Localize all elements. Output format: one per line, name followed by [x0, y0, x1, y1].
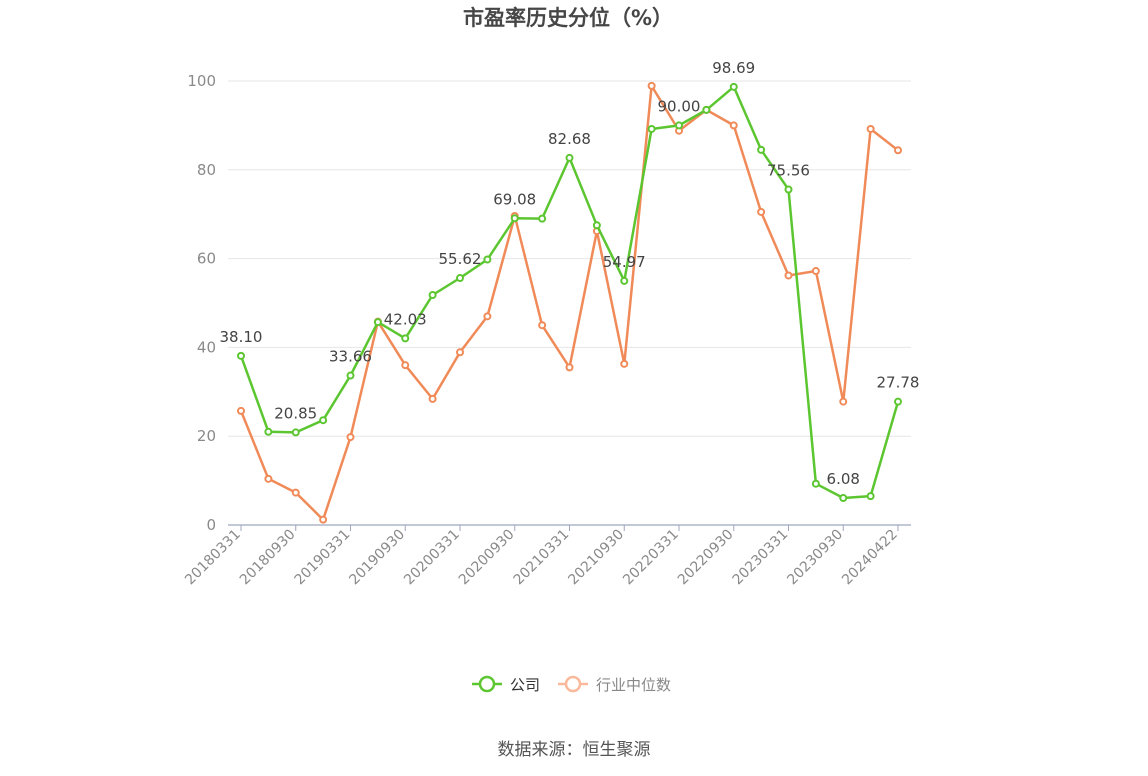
- data-point: [483, 255, 492, 264]
- data-point: [264, 427, 273, 436]
- data-point: [866, 124, 875, 133]
- legend-label: 公司: [510, 676, 540, 694]
- x-tick-label: 20210331: [511, 527, 573, 589]
- data-point: [894, 146, 902, 155]
- data-label: 42.03: [384, 310, 427, 328]
- data-point: [729, 121, 738, 130]
- chart-title: 市盈率历史分位（%）: [463, 6, 673, 30]
- y-tick-label: 0: [206, 516, 216, 534]
- data-point: [483, 312, 492, 321]
- data-label: 55.62: [439, 250, 482, 268]
- data-point: [866, 492, 875, 501]
- data-point: [237, 351, 245, 360]
- data-point: [620, 276, 629, 285]
- data-point: [702, 105, 711, 114]
- data-label: 38.10: [220, 328, 263, 346]
- data-label: 82.68: [548, 130, 591, 148]
- data-point: [565, 363, 574, 372]
- x-tick-label: 20200331: [401, 527, 463, 589]
- data-point: [757, 207, 766, 216]
- series-industry-median: [237, 81, 902, 524]
- x-tick-label: 20210930: [565, 527, 627, 589]
- y-tick-label: 40: [197, 338, 216, 356]
- series-company: [237, 82, 902, 503]
- y-tick-label: 80: [197, 161, 216, 179]
- data-point: [757, 145, 766, 154]
- data-point: [894, 397, 902, 406]
- data-point: [538, 214, 547, 223]
- source-note: 数据来源：恒生聚源: [498, 740, 651, 760]
- data-point: [510, 214, 519, 223]
- data-label: 6.08: [827, 470, 860, 488]
- x-tick-label: 20230331: [730, 527, 792, 589]
- y-tick-label: 20: [197, 427, 216, 445]
- y-axis: 0 20 40 60 80 100: [187, 72, 216, 534]
- x-tick-label: 20230930: [784, 527, 846, 589]
- data-point: [784, 271, 793, 280]
- grid-lines: [228, 80, 911, 437]
- data-label: 98.69: [712, 59, 755, 77]
- x-tick-label: 20190930: [346, 527, 408, 589]
- data-point: [811, 479, 820, 488]
- data-point: [428, 394, 437, 403]
- data-point: [346, 371, 355, 380]
- data-point: [346, 433, 355, 442]
- data-label: 69.08: [493, 190, 536, 208]
- data-label: 20.85: [274, 404, 317, 422]
- data-point: [811, 267, 820, 276]
- data-point: [456, 274, 464, 283]
- data-point: [675, 121, 683, 130]
- data-point: [784, 185, 793, 194]
- data-label: 75.56: [767, 162, 810, 180]
- data-label: 54.97: [603, 253, 646, 271]
- data-point: [237, 406, 245, 415]
- data-point: [839, 494, 848, 503]
- data-point: [401, 334, 410, 343]
- data-point: [456, 348, 464, 357]
- data-labels: 38.10 20.85 33.66 42.03 55.62 69.08 82.68 54.97…: [220, 59, 920, 488]
- data-point: [620, 359, 629, 368]
- data-point: [264, 474, 273, 483]
- legend: 公司 行业中位数: [472, 675, 671, 694]
- y-tick-label: 100: [187, 72, 216, 90]
- data-label: 33.66: [329, 348, 372, 366]
- data-point: [592, 221, 601, 230]
- legend-item-company: 公司: [472, 675, 540, 694]
- x-tick-label: 20180930: [237, 527, 299, 589]
- data-point: [647, 81, 656, 90]
- x-tick-label: 20220930: [675, 527, 737, 589]
- data-point: [291, 488, 300, 497]
- legend-marker: [478, 675, 496, 693]
- x-tick-label: 20180331: [182, 527, 244, 589]
- data-point: [538, 321, 547, 330]
- data-point: [319, 515, 328, 524]
- x-axis: 2018033120180930201903312019093020200331…: [182, 524, 911, 589]
- data-point: [839, 397, 848, 406]
- legend-marker: [564, 675, 582, 693]
- data-point: [401, 361, 410, 370]
- data-label: 27.78: [877, 374, 920, 392]
- x-tick-label: 20240422: [839, 527, 901, 589]
- data-label: 90.00: [658, 97, 701, 115]
- data-point: [319, 416, 328, 425]
- y-tick-label: 60: [197, 250, 216, 268]
- x-tick-label: 20200930: [456, 527, 518, 589]
- data-point: [428, 291, 437, 300]
- x-tick-label: 20220331: [620, 527, 682, 589]
- data-point: [565, 153, 574, 162]
- legend-item-industry-median: 行业中位数: [558, 675, 671, 694]
- data-point: [373, 318, 382, 327]
- data-point: [647, 124, 656, 133]
- x-tick-label: 20190331: [292, 527, 354, 589]
- series-layer: [237, 81, 902, 524]
- data-point: [291, 428, 300, 437]
- data-point: [729, 82, 738, 91]
- legend-label: 行业中位数: [596, 676, 671, 694]
